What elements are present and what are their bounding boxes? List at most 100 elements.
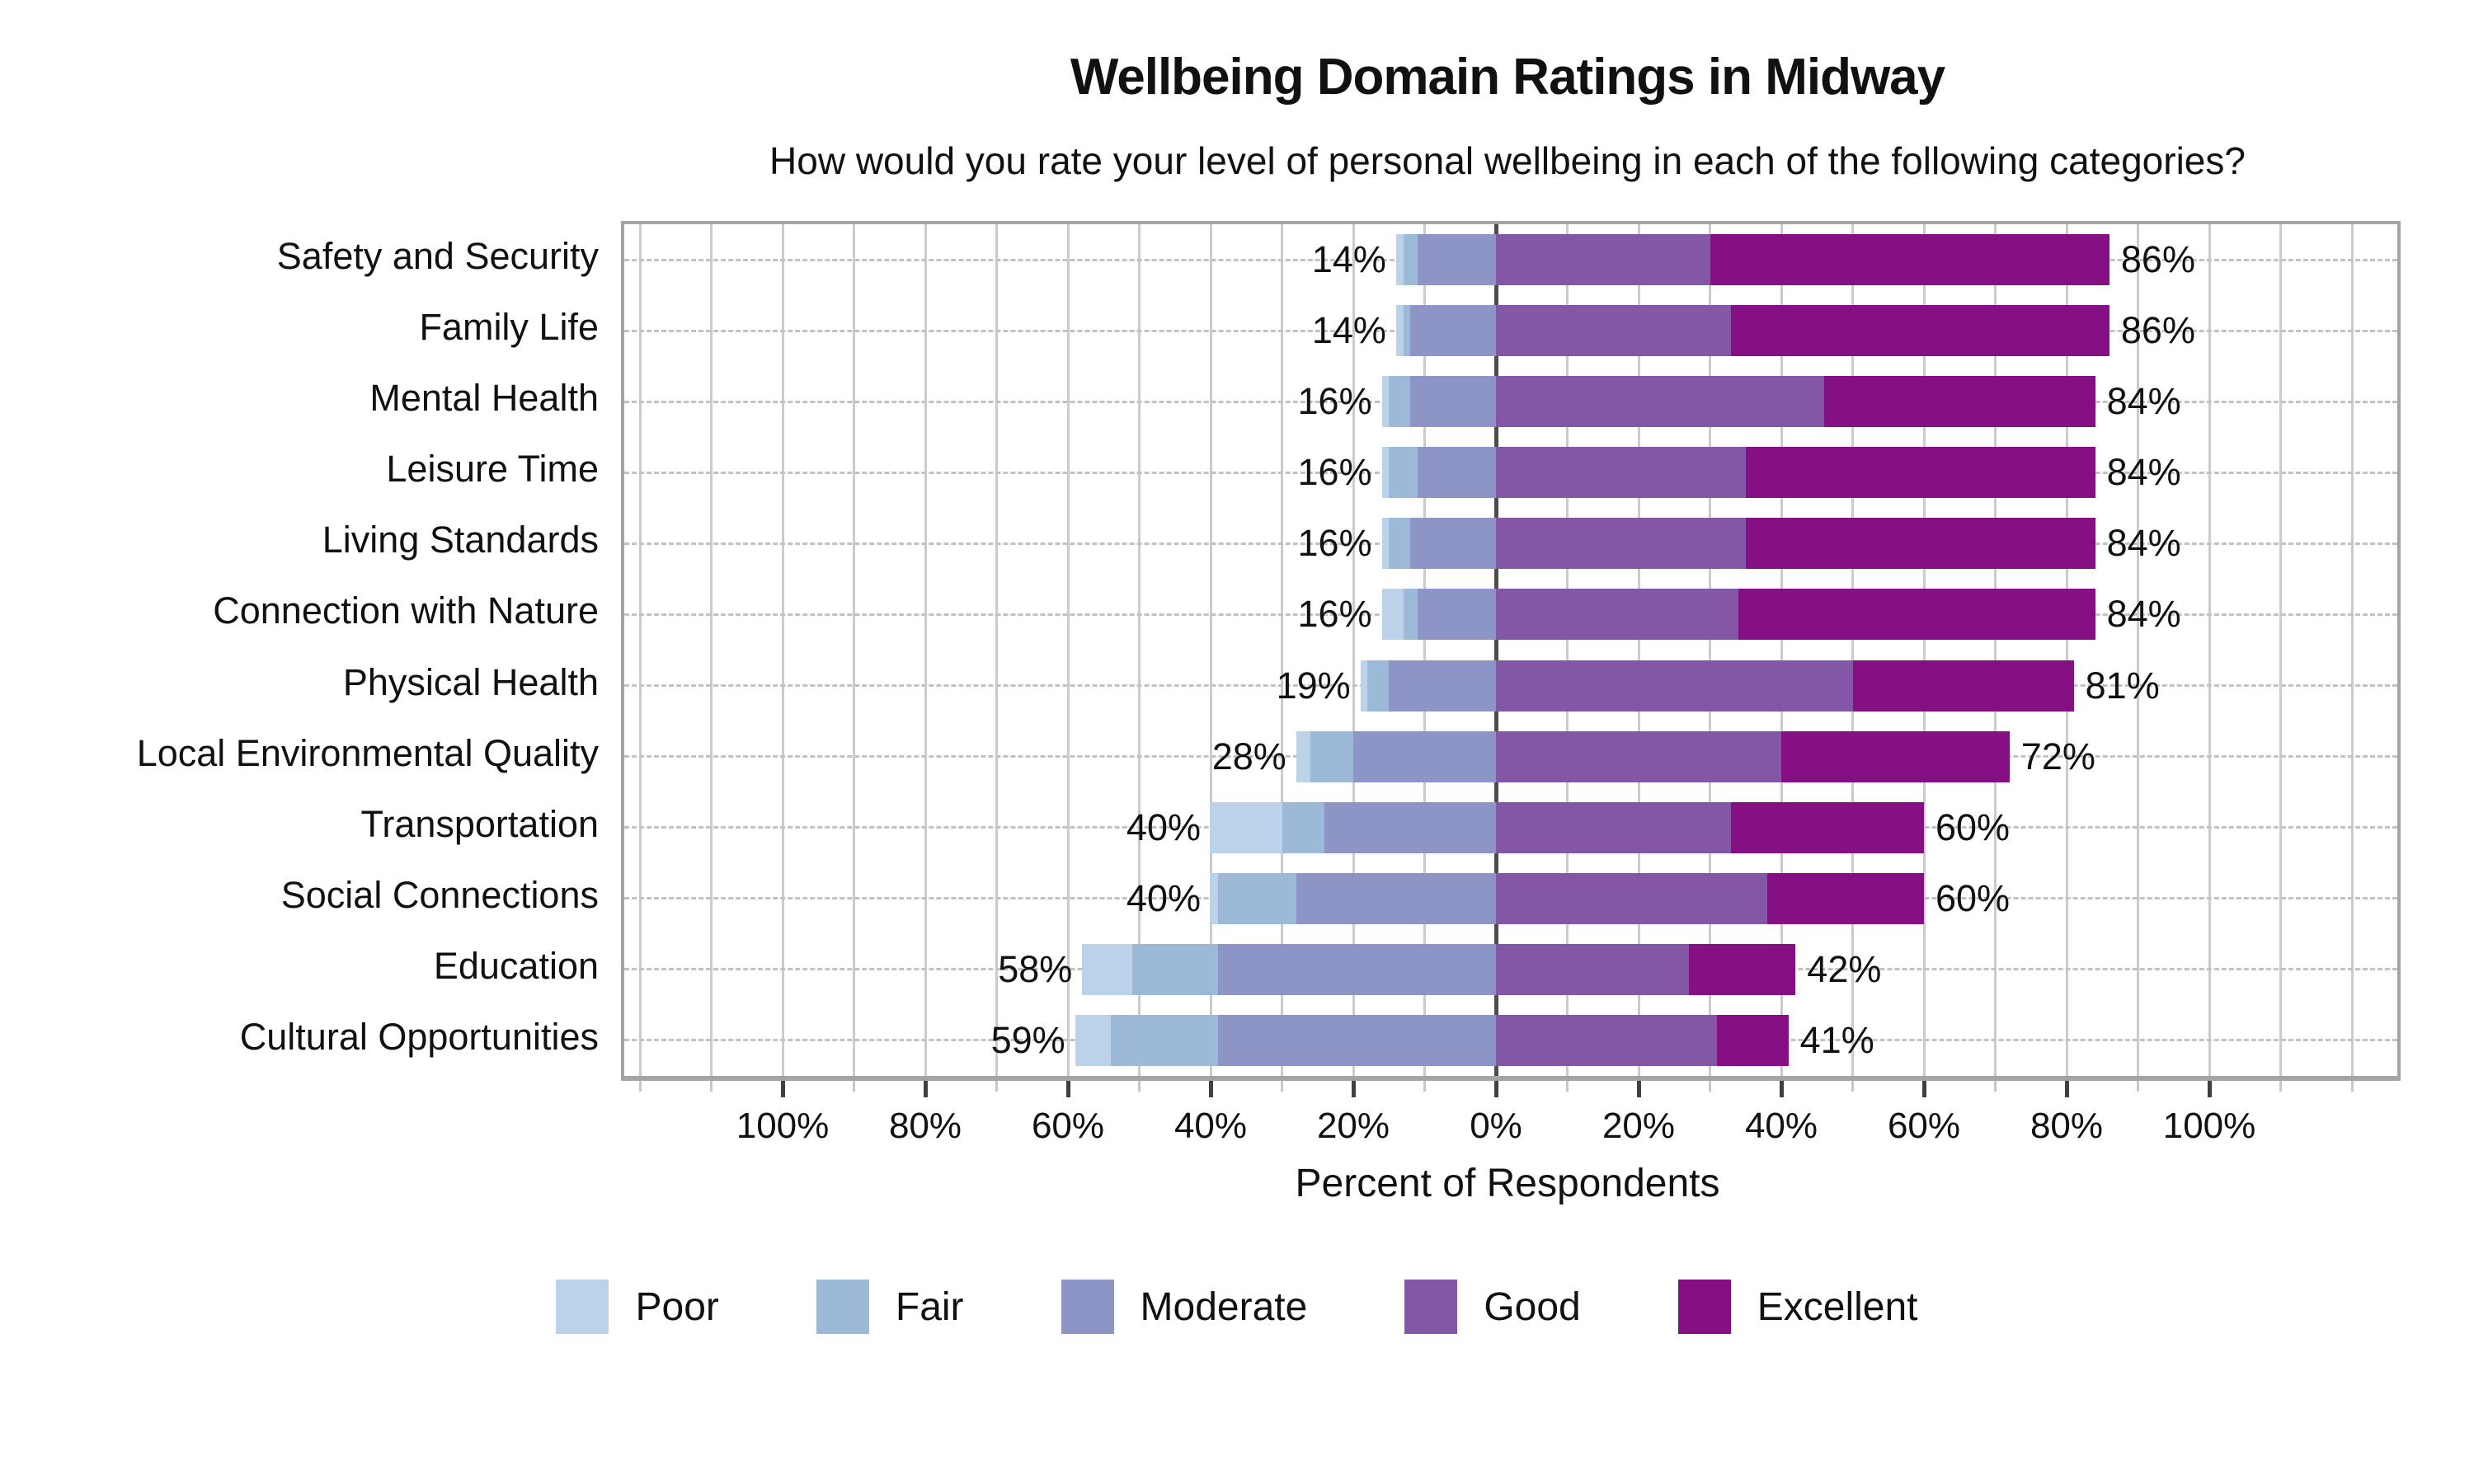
left-total-label: 14% bbox=[1311, 238, 1386, 281]
category-label: Leisure Time bbox=[386, 448, 599, 491]
bar-segment-poor bbox=[1395, 234, 1404, 286]
bar-segment-excellent bbox=[1745, 518, 2095, 570]
x-axis-minor-tick bbox=[1423, 1081, 1426, 1092]
x-axis-tick-label: 20% bbox=[1316, 1106, 1390, 1146]
gridline bbox=[1851, 224, 1854, 1076]
right-total-label: 60% bbox=[1935, 876, 2011, 919]
bar-segment-good bbox=[1496, 376, 1824, 428]
bar-segment-poor bbox=[1381, 589, 1404, 641]
legend-label-good: Good bbox=[1484, 1284, 1581, 1329]
bar-segment-good bbox=[1496, 1014, 1718, 1066]
bar-segment-good bbox=[1496, 730, 1781, 782]
bar-segment-fair bbox=[1389, 518, 1411, 570]
x-axis-tick-label: 40% bbox=[1174, 1106, 1248, 1146]
plot-area: 14% 86% 14% 86% 16% 84% 16% 84% 16% 84% 16% 84% 19% 8… bbox=[621, 221, 2401, 1146]
gridline bbox=[638, 224, 642, 1076]
legend-label-fair: Fair bbox=[895, 1284, 964, 1329]
category-label: Safety and Security bbox=[276, 235, 599, 278]
bar-segment-excellent bbox=[1852, 660, 2074, 711]
x-axis-major-tick bbox=[1208, 1081, 1213, 1097]
bar-segment-fair bbox=[1403, 589, 1418, 641]
gridline bbox=[1209, 224, 1212, 1076]
bar-segment-good bbox=[1496, 305, 1732, 357]
bar-segment-moderate bbox=[1410, 376, 1496, 428]
bar-segment-moderate bbox=[1410, 305, 1496, 357]
gridline bbox=[995, 224, 998, 1076]
bar-segment-poor bbox=[1211, 872, 1218, 924]
x-axis-minor-tick bbox=[853, 1081, 855, 1092]
x-axis-minor-tick bbox=[710, 1081, 713, 1092]
gridline bbox=[1922, 224, 1926, 1076]
bar-segment-excellent bbox=[1781, 730, 2010, 782]
category-label: Living Standards bbox=[322, 519, 599, 561]
x-axis-minor-tick bbox=[1566, 1081, 1569, 1092]
legend-label-moderate: Moderate bbox=[1140, 1284, 1308, 1329]
bar-segment-excellent bbox=[1738, 589, 2095, 641]
bar-segment-poor bbox=[1082, 943, 1132, 995]
x-axis-minor-tick bbox=[1709, 1081, 1711, 1092]
bar-segment-excellent bbox=[1710, 234, 2109, 286]
bar-segment-moderate bbox=[1417, 589, 1496, 641]
left-total-label: 59% bbox=[990, 1018, 1065, 1061]
x-axis-tick-label: 40% bbox=[1744, 1106, 1818, 1146]
left-total-label: 16% bbox=[1297, 380, 1372, 423]
bar-segment-good bbox=[1496, 589, 1739, 641]
x-axis-major-tick bbox=[1636, 1081, 1641, 1097]
x-axis-minor-tick bbox=[2137, 1081, 2139, 1092]
gridline bbox=[1281, 224, 1283, 1076]
bar-segment-poor bbox=[1381, 518, 1390, 570]
left-total-label: 14% bbox=[1311, 309, 1386, 352]
gridline bbox=[1138, 224, 1141, 1076]
gridline bbox=[1423, 224, 1426, 1076]
right-total-label: 86% bbox=[2120, 238, 2195, 281]
x-axis-tick-label: 100% bbox=[736, 1106, 830, 1146]
bar-segment-fair bbox=[1310, 730, 1353, 782]
x-axis-minor-tick bbox=[2279, 1081, 2282, 1092]
x-axis-tick-label: 80% bbox=[888, 1106, 962, 1146]
category-label: Family Life bbox=[419, 306, 599, 349]
x-axis-minor-tick bbox=[638, 1081, 642, 1092]
gridline bbox=[2137, 224, 2139, 1076]
x-axis-major-tick bbox=[923, 1081, 928, 1097]
right-total-label: 42% bbox=[1807, 947, 1882, 990]
x-axis-tick-label: 60% bbox=[1887, 1106, 1961, 1146]
legend-swatch-excellent bbox=[1677, 1280, 1731, 1334]
bar-segment-moderate bbox=[1217, 1014, 1496, 1066]
gridline bbox=[2065, 224, 2068, 1076]
legend-swatch-good bbox=[1404, 1280, 1458, 1334]
x-axis-title: Percent of Respondents bbox=[1295, 1162, 1720, 1205]
gridline bbox=[1566, 224, 1569, 1076]
bar-segment-good bbox=[1496, 518, 1746, 570]
gridline bbox=[1637, 224, 1640, 1076]
legend-item-fair: Fair bbox=[816, 1280, 964, 1334]
right-total-label: 84% bbox=[2106, 451, 2181, 494]
zero-line bbox=[1493, 224, 1498, 1076]
legend-swatch-moderate bbox=[1061, 1280, 1114, 1334]
x-axis-tick-label: 20% bbox=[1602, 1106, 1676, 1146]
x-axis-major-tick bbox=[2207, 1081, 2212, 1097]
category-label: Education bbox=[433, 944, 599, 987]
category-label: Cultural Opportunities bbox=[239, 1015, 599, 1058]
bar-segment-poor bbox=[1211, 801, 1282, 853]
left-total-label: 19% bbox=[1276, 664, 1351, 707]
bar-segment-good bbox=[1496, 872, 1767, 924]
x-axis-minor-tick bbox=[1281, 1081, 1283, 1092]
bar-segment-excellent bbox=[1823, 376, 2095, 428]
left-total-label: 58% bbox=[998, 947, 1073, 990]
bar-segment-fair bbox=[1131, 943, 1218, 995]
gridline bbox=[1066, 224, 1070, 1076]
chart-subtitle: How would you rate your level of persona… bbox=[769, 139, 2246, 182]
category-label: Physical Health bbox=[342, 660, 599, 703]
bar-segment-fair bbox=[1389, 447, 1418, 499]
right-total-label: 41% bbox=[1799, 1018, 1874, 1061]
gridline bbox=[1709, 224, 1711, 1076]
bar-segment-good bbox=[1496, 801, 1732, 853]
legend-swatch-fair bbox=[816, 1280, 869, 1334]
legend-item-poor: Poor bbox=[556, 1280, 719, 1334]
legend: Poor Fair Moderate Good Excellent bbox=[0, 1280, 2474, 1334]
gridline bbox=[2279, 224, 2282, 1076]
left-total-label: 40% bbox=[1126, 805, 1201, 848]
bar-segment-excellent bbox=[1731, 305, 2109, 357]
gridline bbox=[781, 224, 784, 1076]
x-axis-tick-label: 0% bbox=[1470, 1106, 1522, 1146]
